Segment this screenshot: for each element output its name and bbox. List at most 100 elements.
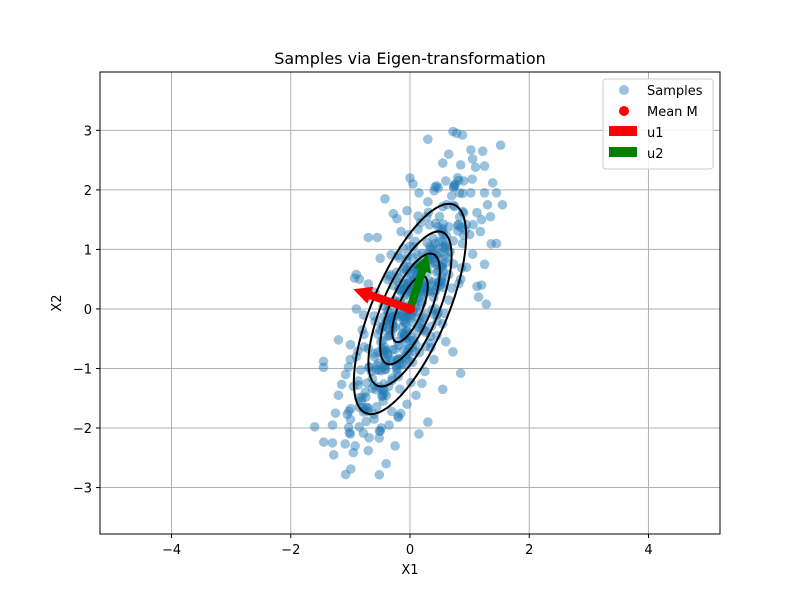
sample-point <box>397 360 407 370</box>
eigenvectors <box>353 253 431 313</box>
sample-point <box>396 309 406 320</box>
sample-point <box>398 315 409 326</box>
sample-point <box>373 358 384 368</box>
sample-point <box>429 354 439 365</box>
sample-point <box>369 380 380 391</box>
sample-point <box>410 236 420 247</box>
legend-label-u1: u1 <box>647 126 664 141</box>
sample-point <box>395 408 406 419</box>
sample-point <box>491 238 502 249</box>
sample-point <box>481 299 492 309</box>
sample-point <box>372 232 383 243</box>
sample-point <box>466 145 476 155</box>
sample-point <box>402 205 412 216</box>
legend: Samples Mean M u1 u2 <box>602 78 714 170</box>
sample-point <box>345 464 356 474</box>
sample-point <box>403 348 414 359</box>
sample-point <box>479 161 490 171</box>
mean-marker-group <box>405 303 415 314</box>
y-axis-label: X2 <box>50 294 65 311</box>
sample-point <box>384 420 394 430</box>
sample-point <box>458 176 469 186</box>
sample-point <box>468 219 479 230</box>
sample-point <box>348 447 359 458</box>
sample-point <box>351 304 362 314</box>
sample-point <box>359 342 369 352</box>
sample-point <box>383 331 393 341</box>
sample-point <box>406 317 417 328</box>
sample-point <box>344 427 355 438</box>
sample-point <box>390 441 400 451</box>
sample-point <box>374 469 385 480</box>
sample-point <box>318 362 329 373</box>
sample-point <box>318 356 329 367</box>
sample-point <box>381 458 391 469</box>
sample-point <box>402 328 412 339</box>
sample-point <box>457 188 468 199</box>
sample-point <box>449 182 459 193</box>
sample-point <box>450 180 460 190</box>
sample-point <box>371 365 382 375</box>
sample-point <box>350 441 360 451</box>
mean-marker <box>405 303 415 314</box>
sample-point <box>392 213 402 224</box>
sample-point <box>455 160 466 170</box>
legend-box <box>602 78 714 170</box>
sample-point <box>399 317 410 327</box>
sample-point <box>424 241 435 252</box>
sample-point <box>373 365 384 375</box>
sample-point <box>431 181 442 191</box>
x-tick-label: −4 <box>162 543 181 558</box>
sample-point <box>417 378 427 389</box>
sample-point <box>476 280 487 290</box>
sample-point <box>381 390 392 401</box>
sample-point <box>381 345 391 356</box>
sample-point <box>393 412 404 423</box>
sample-point <box>454 188 465 198</box>
sample-point <box>405 173 415 183</box>
sample-point <box>396 226 406 237</box>
sample-point <box>472 207 482 218</box>
sample-point <box>413 211 423 221</box>
sample-point <box>340 469 351 480</box>
sample-point <box>430 182 440 192</box>
sample-point <box>385 312 395 323</box>
sample-point <box>429 257 440 268</box>
axis-ticks: −4 −2 0 2 4 −3 −2 −1 0 1 2 3 <box>73 124 653 558</box>
sample-point <box>407 332 417 343</box>
sample-point <box>456 222 466 233</box>
sample-point <box>375 426 385 436</box>
x-tick-label: 2 <box>525 543 533 558</box>
sample-point <box>475 226 486 237</box>
sample-point <box>378 396 388 407</box>
sample-point <box>382 349 393 359</box>
sample-point <box>425 331 436 342</box>
sample-point <box>342 409 353 420</box>
sample-point <box>446 191 457 201</box>
sample-point <box>401 265 412 275</box>
sample-point <box>472 281 482 292</box>
sample-point <box>438 266 449 277</box>
sample-point <box>379 345 390 356</box>
sample-point <box>464 229 475 240</box>
sample-point <box>340 369 351 380</box>
sample-point <box>351 269 362 280</box>
sample-point <box>379 388 389 399</box>
sample-point <box>413 224 423 235</box>
sample-point <box>336 379 347 390</box>
sample-point <box>461 262 472 273</box>
sample-point <box>495 140 506 151</box>
sample-point <box>485 211 496 222</box>
legend-marker-samples <box>619 85 629 95</box>
sample-point <box>357 392 367 403</box>
sample-point <box>318 437 329 447</box>
sample-point <box>443 295 454 305</box>
sample-point <box>398 311 408 321</box>
sample-point <box>364 433 374 443</box>
sample-point <box>408 241 419 252</box>
sample-point <box>393 340 404 351</box>
sample-point <box>394 384 405 394</box>
sample-point <box>369 352 380 362</box>
sample-point <box>379 342 390 353</box>
sample-point <box>433 221 443 232</box>
